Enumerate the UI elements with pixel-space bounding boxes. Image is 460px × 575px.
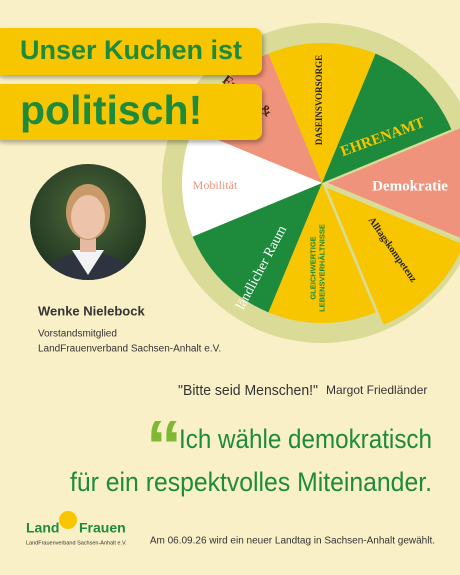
logo-land: Land: [26, 520, 59, 536]
pie-slice: [328, 128, 460, 238]
slice-label: DASEINSVORSORGE: [314, 55, 324, 145]
header-box: [0, 84, 262, 140]
pie-slice: [192, 183, 322, 313]
logo-frauen: Frauen: [79, 520, 126, 536]
header-line2: politisch!: [20, 87, 202, 133]
pie-slice: [327, 188, 460, 325]
statement-line1: Ich wähle demokratisch: [179, 424, 432, 454]
pie-slice: [322, 53, 452, 184]
quote-mark: “: [146, 407, 182, 487]
person-name: Wenke Nielebock: [38, 303, 145, 318]
slice-label: GLEICHWERTIGE: [308, 236, 317, 299]
logo-org: LandFrauenverband Sachsen-Anhalt e.V.: [26, 540, 127, 546]
slice-label: LEBENSVERHÄLTNISSE: [317, 224, 326, 312]
header-box: [0, 28, 262, 75]
portrait: [30, 164, 146, 280]
quote-author: Margot Friedländer: [326, 383, 427, 397]
person-role: Vorstandsmitglied: [38, 329, 117, 340]
pie-slice: [182, 129, 322, 237]
quote-text: "Bitte seid Menschen!": [178, 382, 318, 399]
header-line1: Unser Kuchen ist: [20, 35, 242, 65]
person-org: LandFrauenverband Sachsen-Anhalt e.V.: [38, 344, 221, 355]
logo-icon: [59, 511, 77, 529]
statement-line2: für ein respektvolles Miteinander.: [70, 467, 432, 497]
slice-label: Demokratie: [372, 178, 448, 194]
footer-note: Am 06.09.26 wird ein neuer Landtag in Sa…: [150, 536, 435, 547]
pie-slice: [268, 183, 376, 323]
pie-slice: [268, 42, 376, 183]
slice-label: Mobilität: [193, 178, 238, 192]
